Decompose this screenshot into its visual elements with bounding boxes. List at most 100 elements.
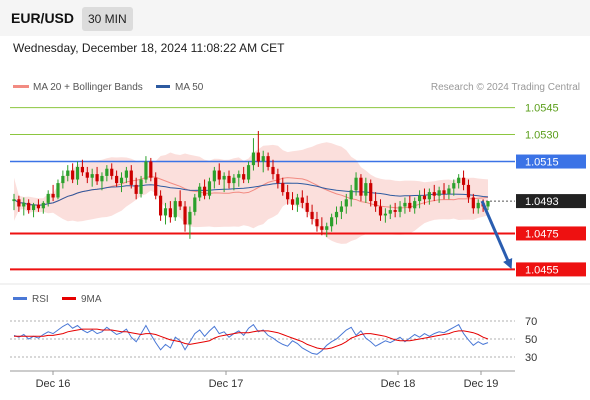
- candle: [393, 202, 397, 218]
- candle: [457, 174, 461, 189]
- main-legend: MA 20 + Bollinger Bands MA 50 Research ©…: [13, 82, 580, 93]
- candle: [442, 183, 446, 200]
- candle-body: [188, 211, 192, 225]
- candle: [154, 172, 158, 200]
- candle-body: [75, 166, 80, 180]
- candle: [290, 192, 295, 211]
- bollinger-bands: [13, 142, 489, 244]
- candle: [369, 179, 373, 207]
- rsi-legend-label: RSI: [32, 294, 49, 305]
- candle-body: [41, 202, 45, 209]
- candle: [173, 197, 177, 221]
- candle-body: [46, 193, 50, 203]
- instrument-label: EUR/USD: [11, 10, 75, 26]
- candle-body: [61, 175, 65, 184]
- candle-body: [56, 183, 60, 198]
- candle-body: [271, 166, 275, 175]
- candle-body: [266, 156, 270, 167]
- candle: [119, 172, 124, 193]
- candle: [36, 199, 41, 212]
- candle: [413, 197, 417, 214]
- candle: [80, 159, 85, 176]
- candle-body: [364, 183, 368, 196]
- candle: [432, 184, 436, 202]
- candle: [27, 199, 31, 214]
- candle: [115, 170, 119, 187]
- ma9-legend-label: 9MA: [81, 294, 102, 305]
- candle: [17, 195, 21, 212]
- candle: [349, 184, 353, 207]
- bollinger-band-area: [14, 142, 488, 244]
- candle-body: [139, 179, 143, 194]
- candle: [22, 197, 26, 216]
- candle-body: [154, 177, 158, 196]
- rsi-line: [13, 323, 489, 355]
- candle-body: [339, 206, 344, 212]
- rsi-legend-swatch: [13, 297, 27, 300]
- candle-body: [246, 165, 251, 180]
- candle: [271, 159, 275, 180]
- candle-body: [124, 170, 128, 178]
- candle: [66, 165, 70, 182]
- candle: [374, 192, 378, 212]
- candle-body: [315, 219, 319, 227]
- candle: [334, 206, 339, 225]
- candle-body: [261, 156, 265, 162]
- candles: [12, 130, 490, 239]
- candle-body: [71, 170, 75, 180]
- candle-body: [417, 195, 422, 202]
- candle-body: [227, 175, 231, 184]
- candle: [466, 179, 471, 203]
- candle: [168, 201, 172, 223]
- candle: [398, 201, 402, 218]
- candle-body: [198, 186, 202, 198]
- candle: [61, 170, 65, 189]
- candle: [105, 165, 109, 182]
- candle-body: [149, 161, 153, 178]
- candle-body: [300, 197, 304, 203]
- candle: [237, 170, 241, 187]
- candle: [51, 184, 55, 202]
- candle: [158, 190, 163, 221]
- candle: [100, 172, 104, 191]
- candle-body: [178, 201, 182, 207]
- candle: [163, 202, 168, 225]
- timeframe-badge[interactable]: 30 MIN: [82, 7, 133, 31]
- candle: [364, 177, 368, 203]
- candle-body: [408, 202, 412, 209]
- candle: [486, 201, 490, 211]
- candle: [188, 206, 192, 239]
- candle: [75, 161, 80, 185]
- rsi-tick-label: 70: [525, 316, 537, 328]
- candle: [422, 188, 427, 205]
- candle: [305, 195, 309, 218]
- candle-body: [173, 201, 177, 218]
- candle: [95, 166, 99, 185]
- candle-body: [144, 161, 148, 180]
- candle: [315, 211, 319, 232]
- candle: [251, 138, 256, 171]
- candle: [90, 168, 94, 187]
- candle: [310, 204, 314, 225]
- level-label-1.0530: 1.0530: [525, 130, 559, 142]
- candle-body: [388, 210, 392, 214]
- candle-body: [251, 152, 256, 166]
- candle-body: [486, 201, 490, 207]
- candle-body: [36, 204, 41, 209]
- candle: [178, 190, 182, 211]
- candle: [246, 161, 251, 184]
- candle-body: [354, 177, 358, 191]
- candle-body: [17, 199, 21, 207]
- candle-body: [378, 206, 383, 216]
- candle: [408, 195, 412, 212]
- rsi-9ma-line: [14, 328, 489, 350]
- candle-body: [290, 199, 295, 205]
- candle-body: [452, 183, 456, 189]
- copyright-text: Research © 2024 Trading Central: [431, 82, 580, 93]
- candle-body: [202, 186, 207, 196]
- candle-body: [374, 201, 378, 207]
- candle: [149, 157, 153, 182]
- candle-body: [471, 197, 475, 209]
- candle-body: [281, 183, 285, 193]
